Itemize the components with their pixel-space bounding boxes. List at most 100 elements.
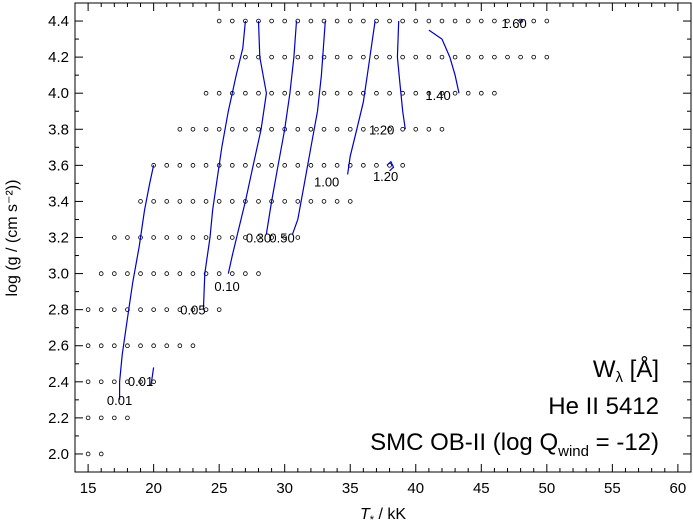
legend-quantity: Wλ [Å] [593, 355, 659, 386]
grid-point [347, 18, 353, 24]
y-tick-label: 4.2 [48, 49, 69, 66]
grid-point [452, 90, 458, 96]
grid-point [203, 271, 209, 276]
contour-line-0-05 [202, 20, 246, 310]
y-tick-label: 2.2 [48, 410, 69, 427]
grid-point [387, 126, 392, 132]
grid-point [465, 54, 471, 60]
grid-point [452, 54, 458, 60]
grid-point [177, 235, 183, 240]
grid-point [256, 126, 261, 132]
grid-point [374, 126, 379, 132]
contour-line-0-30 [265, 20, 298, 234]
grid-point [138, 271, 143, 276]
grid-point [256, 199, 261, 204]
grid-point [229, 18, 235, 24]
grid-point [125, 415, 130, 421]
grid-point [308, 54, 314, 60]
grid-point [282, 199, 288, 204]
grid-point [190, 163, 196, 168]
contour-label: 1.60 [501, 16, 526, 31]
grid-point [177, 163, 183, 168]
grid-point [282, 18, 288, 24]
grid-point [347, 126, 353, 132]
contour-label: 0.05 [180, 303, 205, 318]
grid-point [308, 163, 314, 168]
contour-line-1-20 [386, 160, 395, 172]
grid-point [478, 54, 484, 60]
contour-line-0-01 [119, 165, 155, 400]
y-tick-label: 3.6 [48, 157, 69, 174]
grid-point [321, 18, 327, 24]
grid-point [269, 90, 274, 96]
grid-point [374, 90, 379, 96]
legend-model: SMC OB-II (log Qwind = -12) [370, 429, 659, 460]
grid-point [85, 379, 91, 385]
grid-point [216, 90, 222, 96]
grid-point [361, 163, 366, 168]
grid-point [413, 18, 419, 24]
grid-point [151, 199, 156, 204]
grid-point [151, 343, 156, 349]
grid-point [295, 235, 301, 240]
grid-point [439, 90, 445, 96]
grid-point [321, 90, 327, 96]
legend-quantity-symbol: W [593, 356, 616, 383]
x-tick-label: 25 [211, 480, 228, 497]
grid-point [387, 90, 392, 96]
grid-point [243, 54, 248, 60]
grid-point [400, 54, 405, 60]
contour-line-0-01 [150, 367, 155, 386]
y-tick-label: 3.0 [48, 266, 69, 283]
grid-point [203, 126, 209, 132]
y-tick-label: 4.0 [48, 85, 69, 102]
x-tick-label: 60 [670, 480, 687, 497]
x-tick-label: 45 [473, 480, 490, 497]
grid-point [243, 271, 248, 276]
grid-point [439, 54, 445, 60]
grid-point [203, 163, 209, 168]
contour-lines [119, 20, 524, 400]
grid-point [177, 271, 183, 276]
grid-point [112, 379, 117, 385]
grid-point [400, 163, 405, 168]
grid-point [190, 126, 196, 132]
grid-point [177, 126, 183, 132]
grid-point [492, 90, 497, 96]
grid-point [282, 235, 288, 240]
grid-point [308, 126, 314, 132]
y-tick-label: 2.0 [48, 446, 69, 463]
x-tick-label: 55 [604, 480, 621, 497]
contour-line-1-00 [347, 20, 376, 175]
grid-point [347, 90, 353, 96]
grid-point [216, 235, 222, 240]
grid-point [387, 18, 392, 24]
contour-label: 0.01 [128, 374, 153, 389]
grid-point [203, 235, 209, 240]
grid-point [361, 126, 366, 132]
grid-point [269, 126, 274, 132]
contour-line-0-10 [227, 20, 268, 274]
grid-point [177, 307, 183, 312]
grid-point [243, 126, 248, 132]
legend-quantity-sub: λ [615, 369, 623, 386]
grid-point [98, 379, 104, 385]
grid-point [465, 90, 471, 96]
grid-point [308, 199, 314, 204]
grid-point [190, 307, 196, 312]
grid-point [203, 90, 209, 96]
grid-point [295, 163, 301, 168]
grid-point [269, 18, 274, 24]
grid-point [164, 307, 170, 312]
grid-point [85, 415, 91, 421]
grid-point [112, 307, 117, 312]
y-tick-label: 3.2 [48, 230, 69, 247]
grid-point [452, 18, 458, 24]
grid-point [387, 54, 392, 60]
grid-point [112, 415, 117, 421]
grid-point [98, 343, 104, 349]
legend-model-sub: wind [557, 443, 589, 460]
y-tick-label: 2.8 [48, 302, 69, 319]
legend-model-prefix: SMC OB-II (log Q [370, 429, 558, 456]
grid-point [413, 126, 419, 132]
